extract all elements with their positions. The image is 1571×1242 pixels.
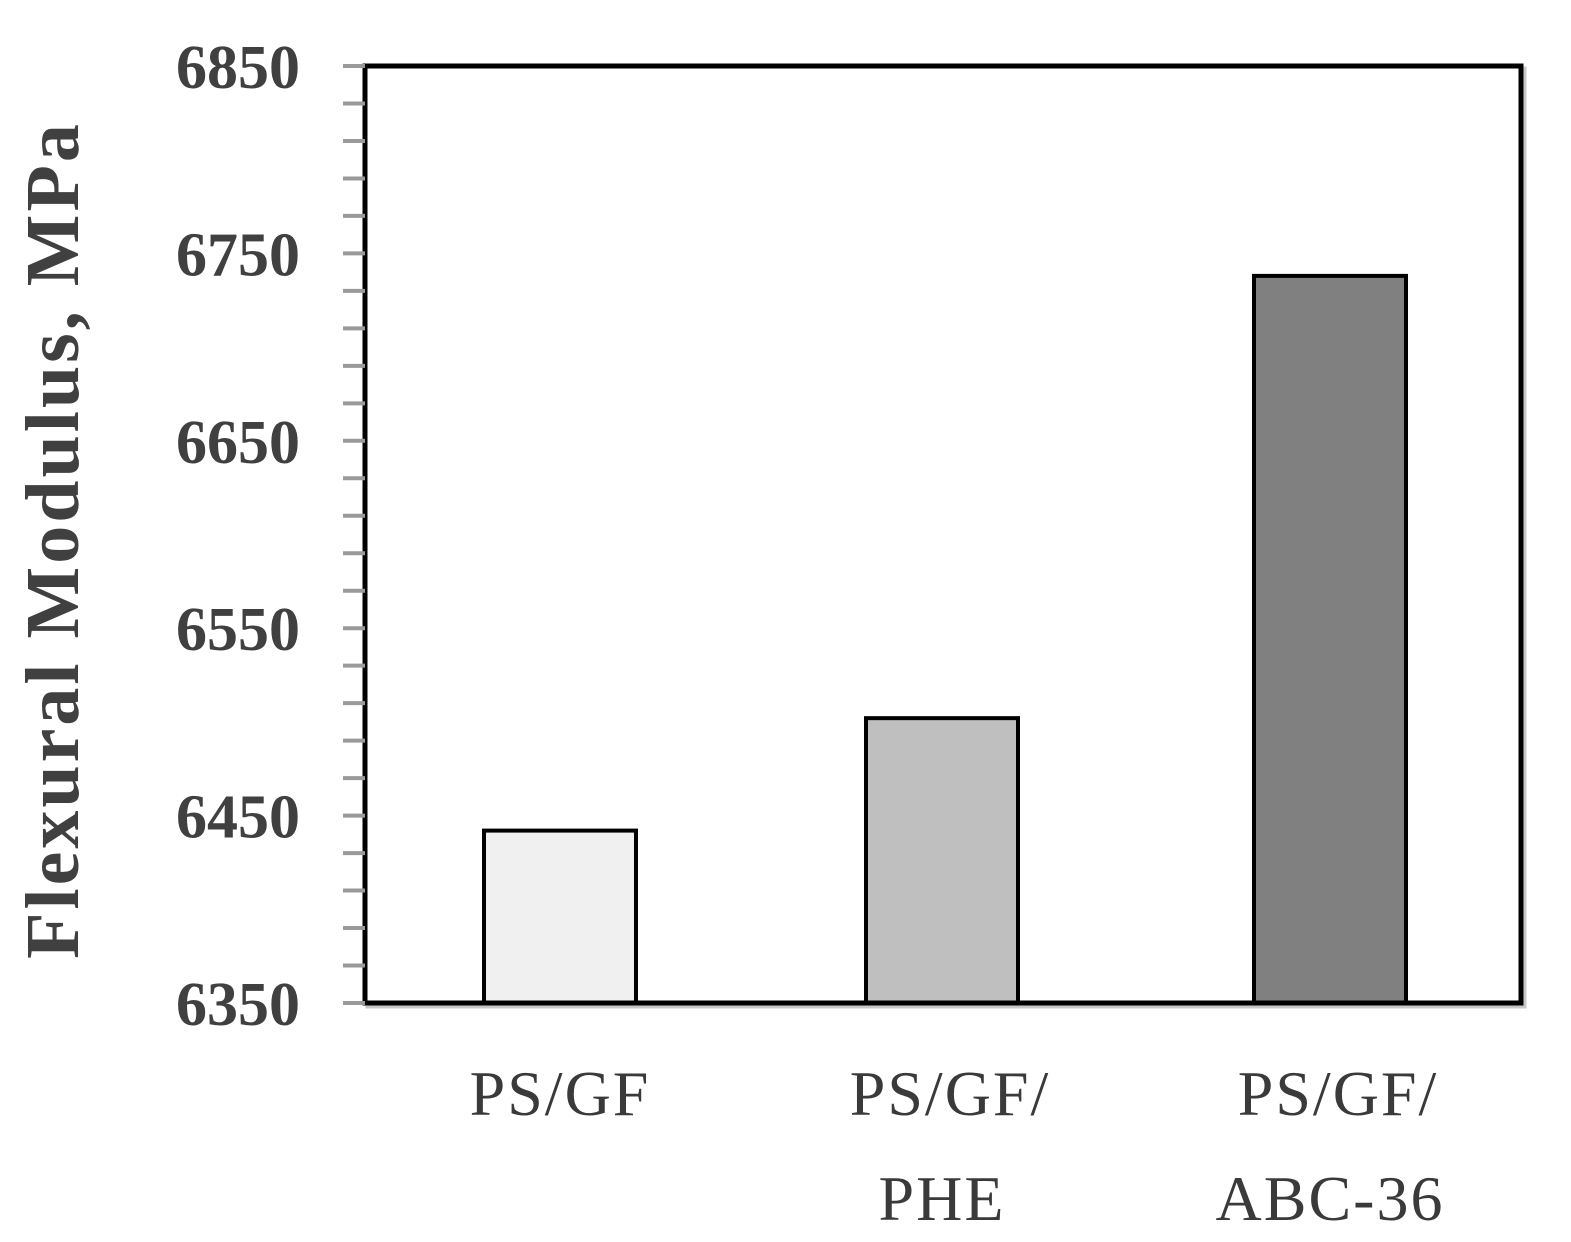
x-category-label: PS/GF/ bbox=[1238, 1058, 1439, 1129]
bar bbox=[1252, 273, 1408, 1005]
y-tick-labels: 6350 6450 6550 6650 6750 6850 bbox=[176, 34, 300, 1039]
y-tick-label: 6850 bbox=[176, 34, 300, 102]
x-category-labels: PS/GF PS/GF/PHE PS/GF/ABC-36 bbox=[470, 1058, 1445, 1234]
y-tick-label: 6550 bbox=[176, 596, 300, 664]
y-minor-ticks bbox=[343, 64, 365, 1005]
bar bbox=[482, 828, 638, 1005]
x-category-label: PS/GF bbox=[470, 1058, 651, 1129]
x-category-label: PS/GF/ bbox=[850, 1058, 1051, 1129]
y-tick-label: 6350 bbox=[176, 971, 300, 1039]
bars bbox=[365, 273, 1521, 1006]
y-tick-label: 6650 bbox=[176, 409, 300, 477]
y-axis-title: Flexural Modulus, MPa bbox=[11, 121, 95, 959]
x-category-label: PHE bbox=[879, 1163, 1006, 1234]
x-category-label: ABC-36 bbox=[1216, 1163, 1445, 1234]
y-tick-label: 6750 bbox=[176, 221, 300, 289]
bar bbox=[864, 716, 1020, 1005]
y-tick-label: 6450 bbox=[176, 784, 300, 852]
